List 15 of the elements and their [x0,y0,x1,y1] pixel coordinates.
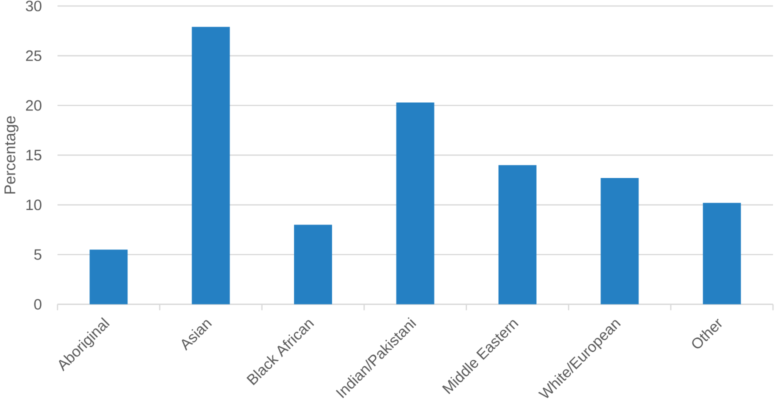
y-axis-title: Percentage [4,116,18,194]
y-tick-label: 0 [34,298,42,310]
bar [498,165,536,304]
y-tick-label: 30 [26,0,42,12]
bar [702,202,741,304]
y-tick-label: 5 [34,249,42,260]
bar [192,26,230,304]
y-tick-label: 25 [26,50,42,62]
bar [600,178,639,304]
y-tick-label: 15 [26,150,42,160]
bar [294,224,332,304]
bar [396,102,434,304]
y-tick-label: 20 [26,100,42,111]
bar [90,250,128,304]
y-tick-label: 10 [26,200,42,210]
